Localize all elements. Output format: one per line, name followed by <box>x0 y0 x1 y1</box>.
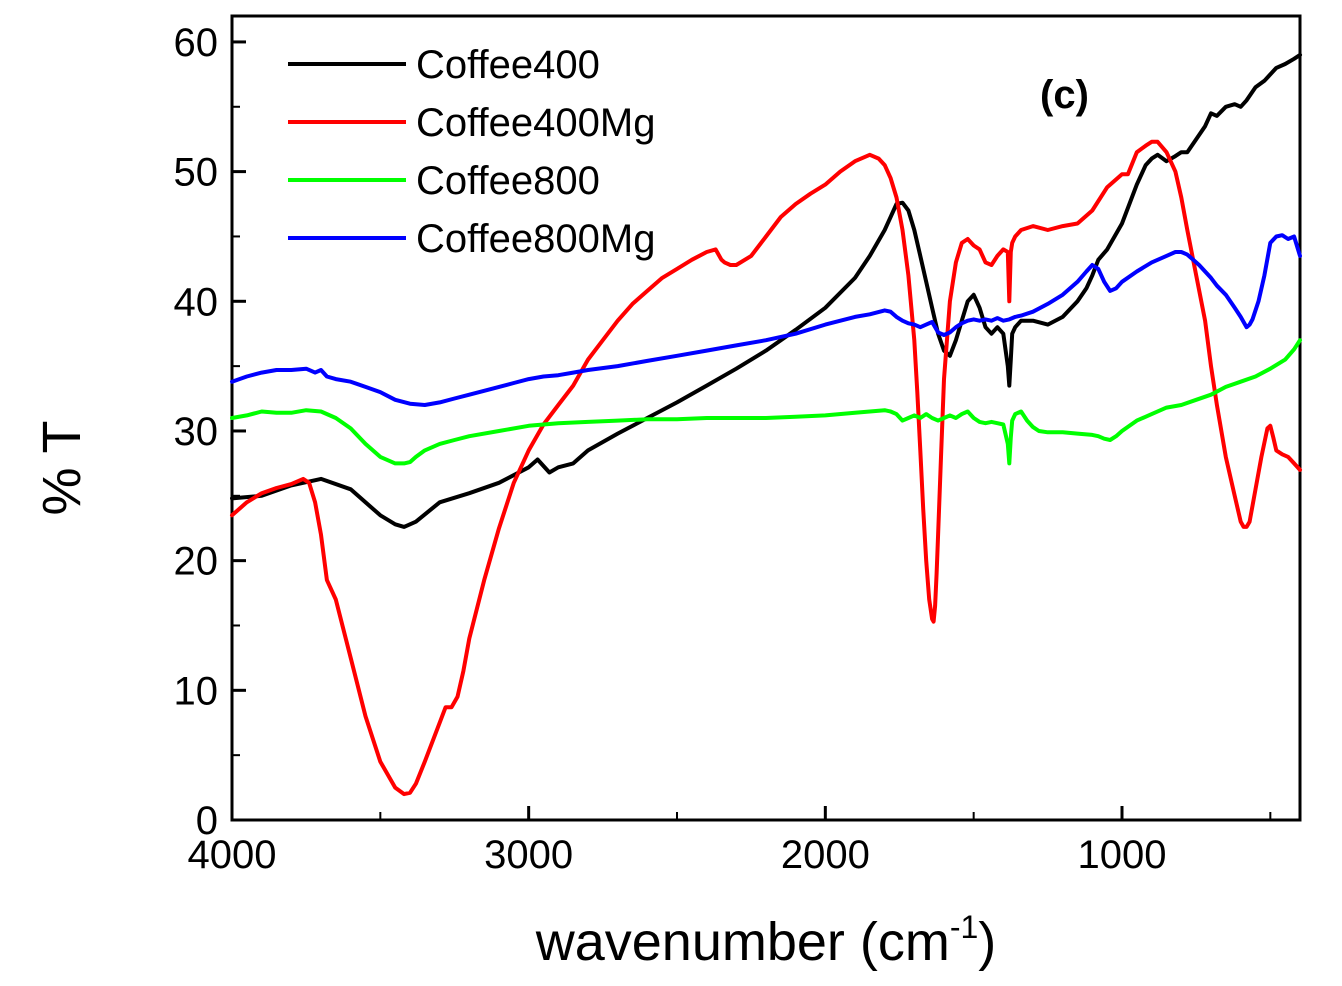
legend-label: Coffee400Mg <box>416 101 655 145</box>
axis-ticks: 4000 3000 2000 1000 0 10 20 30 40 50 60 <box>174 21 1272 877</box>
panel-label: (c) <box>1040 73 1089 117</box>
series-line-coffee400mg <box>230 139 1302 797</box>
legend: Coffee400 Coffee400Mg Coffee800 Coffee800Mg <box>288 43 655 261</box>
y-tick-label: 60 <box>174 21 219 65</box>
x-tick-label: 2000 <box>781 833 870 877</box>
series-line-coffee800mg <box>230 233 1302 407</box>
x-axis-title-main: wavenumber (cm <box>535 912 950 972</box>
y-tick-label: 10 <box>174 669 219 713</box>
x-tick-label: 1000 <box>1078 833 1167 877</box>
legend-label: Coffee800Mg <box>416 217 655 261</box>
legend-label: Coffee800 <box>416 159 600 203</box>
series-line-coffee800 <box>230 338 1302 466</box>
x-axis-title-superscript: -1 <box>950 909 978 945</box>
x-tick-label: 4000 <box>188 833 277 877</box>
y-axis-title: % T <box>32 420 92 515</box>
series-lines <box>230 52 1302 797</box>
x-axis-title: wavenumber (cm-1) <box>535 909 997 972</box>
y-tick-label: 40 <box>174 280 219 324</box>
y-tick-label: 0 <box>196 799 218 843</box>
legend-label: Coffee400 <box>416 43 600 87</box>
y-tick-label: 20 <box>174 540 219 584</box>
y-tick-label: 50 <box>174 151 219 195</box>
series-line-coffee400 <box>230 52 1302 529</box>
y-tick-label: 30 <box>174 410 219 454</box>
x-tick-label: 3000 <box>484 833 573 877</box>
x-axis-title-close: ) <box>978 912 996 972</box>
